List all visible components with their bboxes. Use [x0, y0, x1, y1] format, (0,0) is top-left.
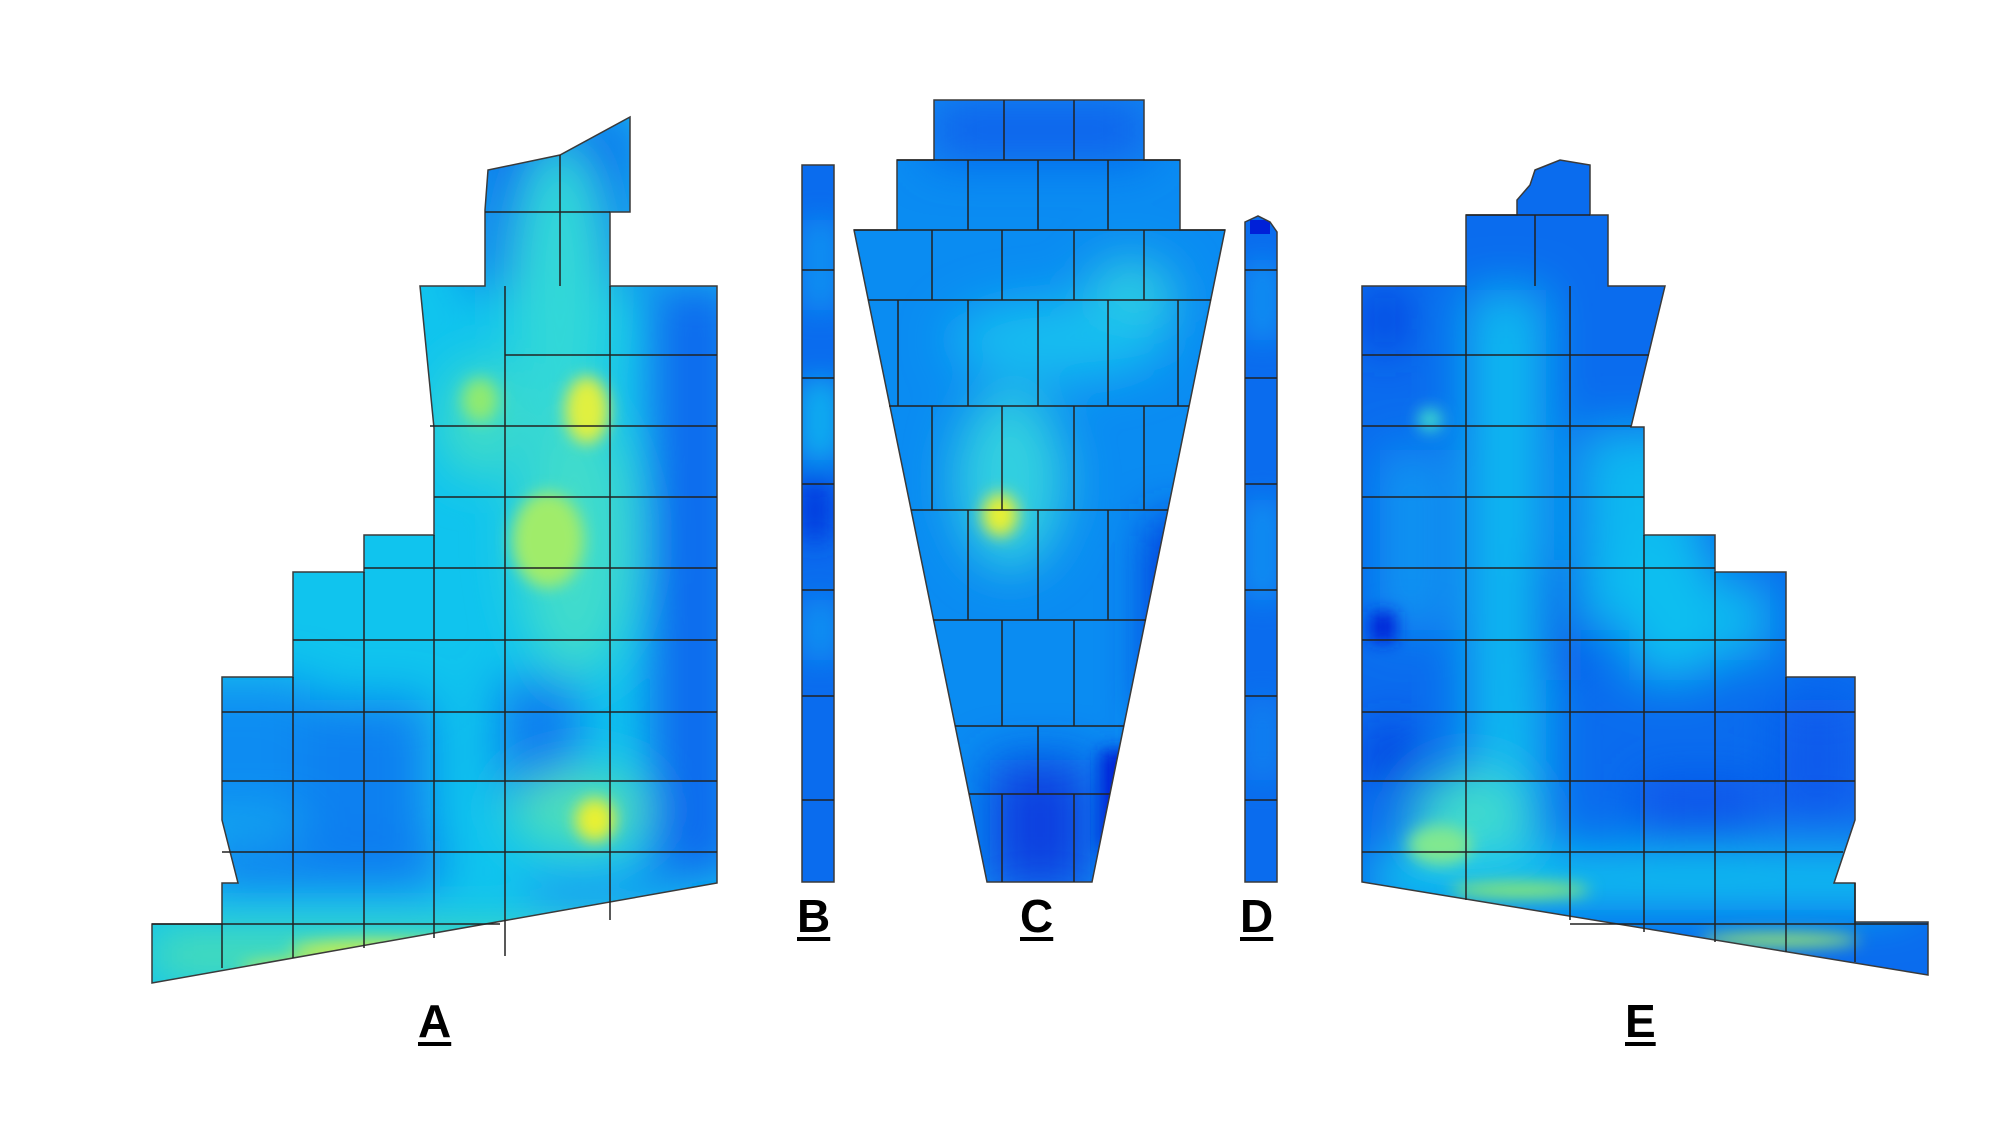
panel-c-grid: [853, 99, 1226, 883]
panel-e-heatmap: [1361, 159, 1929, 976]
panel-e-grid: [1361, 159, 1929, 976]
panel-b-grid: [801, 164, 835, 883]
panel-d-heatmap: [1244, 215, 1278, 883]
panel-d-grid: [1244, 215, 1278, 883]
panel-label-b: B: [797, 890, 831, 942]
panel-c-heatmap: [853, 99, 1226, 883]
panel-label-e: E: [1625, 995, 1656, 1047]
panel-a-heatmap: [151, 115, 718, 984]
panel-label-d: D: [1240, 890, 1274, 942]
panel-label-c: C: [1020, 890, 1054, 942]
panel-b-heatmap: [801, 164, 835, 883]
panel-label-a: A: [418, 995, 452, 1047]
panel-a-grid: [151, 115, 718, 984]
